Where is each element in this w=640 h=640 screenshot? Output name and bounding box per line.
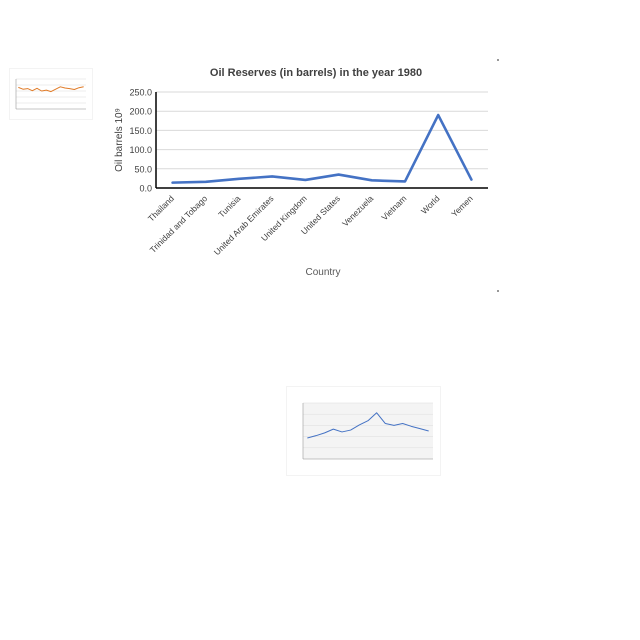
data-point (404, 180, 406, 183)
thumbnail-chart-blue (286, 386, 441, 476)
decorative-dot (497, 290, 499, 292)
chart-gridlines (156, 91, 488, 170)
x-tick-label: Tunisia (216, 193, 242, 219)
oil-reserves-chart-svg: Oil Reserves (in barrels) in the year 19… (114, 67, 488, 278)
data-point (205, 181, 207, 183)
data-point (172, 182, 174, 184)
x-tick-label: Trinidad and Tobago (148, 193, 210, 255)
thumbnail-chart-orange (9, 68, 93, 120)
data-point (371, 179, 373, 181)
thumbnail-chart-blue-svg (302, 402, 433, 460)
decorative-dot (497, 59, 499, 61)
series-line (18, 86, 84, 93)
data-point (437, 114, 439, 116)
x-tick-label: Thailand (146, 193, 176, 223)
y-tick-label: 250.0 (129, 88, 152, 98)
y-tick-label: 150.0 (129, 126, 152, 136)
x-tick-label: Yemen (449, 193, 475, 219)
y-axis-label: Oil barrels 10⁹ (114, 108, 125, 172)
series-line (171, 113, 473, 184)
y-tick-label: 100.0 (129, 145, 152, 155)
y-tick-labels: 0.0 50.0 100.0 150.0 200.0 250.0 (129, 88, 152, 194)
oil-reserves-chart: Oil Reserves (in barrels) in the year 19… (104, 52, 514, 300)
x-tick-label: Vietnam (379, 193, 408, 222)
series-line (307, 412, 429, 439)
y-tick-label: 0.0 (139, 184, 152, 194)
y-tick-label: 200.0 (129, 107, 152, 117)
data-point (470, 178, 472, 181)
thumbnail-chart-orange-svg (15, 78, 86, 110)
plot-area (303, 403, 433, 459)
data-point (304, 179, 306, 181)
data-point (238, 178, 240, 180)
chart-title: Oil Reserves (in barrels) in the year 19… (210, 67, 422, 79)
x-tick-label: World (419, 193, 442, 216)
x-axis-label: Country (305, 267, 340, 278)
x-tick-label: United Arab Emirates (212, 193, 276, 257)
data-point (271, 175, 273, 178)
y-tick-label: 50.0 (134, 164, 152, 174)
chart-axes (155, 92, 488, 189)
data-point (338, 173, 340, 176)
chart-series (171, 113, 473, 184)
x-tick-label: Venezuela (340, 193, 375, 228)
